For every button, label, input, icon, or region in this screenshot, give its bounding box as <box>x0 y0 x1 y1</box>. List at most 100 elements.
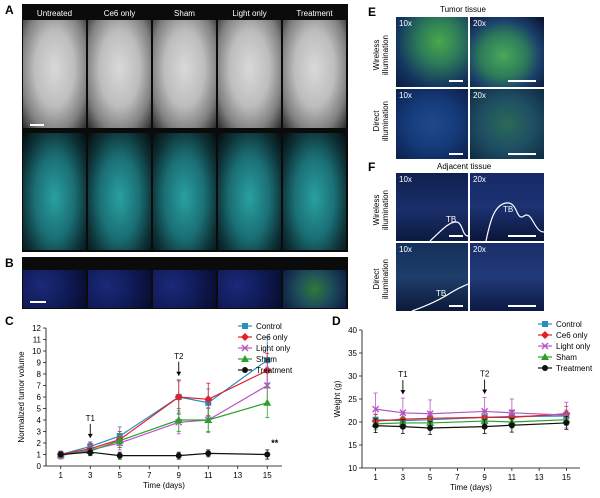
scale-bar-a <box>30 124 44 126</box>
legend-label: Sham <box>256 355 277 364</box>
y-tick-label: 5 <box>37 405 42 414</box>
legend-item: Sham <box>238 355 277 364</box>
mag-label: 20x <box>473 245 486 254</box>
scale-bar <box>508 235 536 237</box>
annotation: T2 <box>480 370 490 394</box>
fluorescence-image-tile <box>283 133 346 250</box>
scale-bar <box>449 153 463 155</box>
x-tick-label: 9 <box>482 473 487 482</box>
legend-label: Ce6 only <box>256 333 288 342</box>
x-tick-label: 7 <box>147 471 152 480</box>
legend-label: Treatment <box>556 364 593 373</box>
panel-f-direct-20x <box>470 243 544 311</box>
y-tick-label: 3 <box>37 428 42 437</box>
legend-marker <box>542 321 548 327</box>
group-header-a: Light only <box>232 9 267 18</box>
y-tick-label: 11 <box>33 336 42 345</box>
arrow-head <box>400 390 406 395</box>
group-header-a: Treatment <box>296 9 333 18</box>
fluorescence-image-tile <box>218 133 281 250</box>
group-header-a: Sham <box>174 9 195 18</box>
ct-image-tile <box>23 20 86 128</box>
data-point <box>175 452 182 459</box>
y-axis-title: Weight (g) <box>333 380 342 417</box>
series-line <box>375 422 567 429</box>
x-tick-label: 13 <box>535 473 544 482</box>
tb-label: TB <box>503 205 514 214</box>
x-tick-label: 3 <box>401 473 406 482</box>
annotation: T1 <box>86 414 96 438</box>
data-point <box>174 393 183 401</box>
legend-marker <box>241 344 249 352</box>
panel-label-d: D <box>332 314 341 328</box>
annotation-label: T1 <box>398 370 408 379</box>
panel-f-row-label-wireless: Wireless illumination <box>372 189 390 231</box>
data-point <box>427 424 434 431</box>
mag-label: 10x <box>399 245 412 254</box>
legend-item: Treatment <box>538 364 593 373</box>
legend-item: Control <box>238 322 282 331</box>
y-tick-label: 0 <box>37 462 42 471</box>
y-tick-label: 35 <box>348 349 357 358</box>
data-point <box>263 398 272 406</box>
panel-f-title: Adjacent tissue <box>437 162 492 171</box>
data-point <box>481 423 488 430</box>
x-tick-label: 1 <box>373 473 378 482</box>
y-tick-label: 25 <box>348 395 357 404</box>
fluorescence-image-tile <box>153 133 216 250</box>
legend-label: Ce6 only <box>556 331 588 340</box>
data-point <box>204 395 213 404</box>
panel-label-a: A <box>5 3 14 17</box>
legend-marker <box>541 342 549 350</box>
legend-item: Ce6 only <box>238 333 288 342</box>
data-point <box>399 409 407 417</box>
annotation: T2 <box>174 352 184 376</box>
x-tick-label: 11 <box>204 471 213 480</box>
histology-image-tile <box>218 270 281 308</box>
annotation-label: T1 <box>86 414 96 423</box>
panel-label-b: B <box>5 256 14 270</box>
data-point <box>399 423 406 430</box>
panel-e-row-label-direct: Direct illumination <box>372 100 390 142</box>
ct-image-tile <box>153 20 216 128</box>
panel-label-f: F <box>368 160 376 174</box>
group-header-a: Ce6 only <box>103 9 136 18</box>
fluorescence-image-tile <box>23 133 86 250</box>
legend-marker <box>542 365 548 371</box>
annotation: ** <box>271 438 279 448</box>
data-point <box>264 451 271 458</box>
x-tick-label: 7 <box>455 473 460 482</box>
scale-bar <box>449 235 463 237</box>
y-tick-label: 7 <box>37 382 42 391</box>
legend-label: Light only <box>556 342 590 351</box>
data-point <box>174 416 183 423</box>
data-point <box>563 419 570 426</box>
legend-marker <box>242 367 248 373</box>
legend-item: Ce6 only <box>538 331 588 340</box>
data-point <box>115 436 124 444</box>
y-tick-label: 10 <box>348 464 357 473</box>
series-control <box>57 336 271 459</box>
y-tick-label: 8 <box>37 370 42 379</box>
legend: Control Ce6 only Light only Sham Treatment <box>538 320 593 373</box>
series-line <box>375 419 567 425</box>
y-tick-label: 20 <box>348 418 357 427</box>
mag-label: 10x <box>399 175 412 184</box>
legend-marker <box>242 323 248 329</box>
data-point <box>508 422 515 429</box>
arrow-head <box>176 371 182 376</box>
x-tick-label: 1 <box>59 471 64 480</box>
x-tick-label: 11 <box>508 473 517 482</box>
data-point <box>87 449 94 456</box>
data-point <box>508 409 516 417</box>
x-tick-label: 13 <box>233 471 242 480</box>
panel-e-title: Tumor tissue <box>440 5 486 14</box>
panel-f-row-label-direct: Direct illumination <box>372 258 390 300</box>
legend-item: Light only <box>538 342 590 351</box>
series-line <box>60 402 268 456</box>
y-tick-label: 12 <box>32 324 41 333</box>
panel-e-row-label-wireless: Wireless illumination <box>372 34 390 76</box>
panel-e-direct-20x <box>470 89 544 159</box>
